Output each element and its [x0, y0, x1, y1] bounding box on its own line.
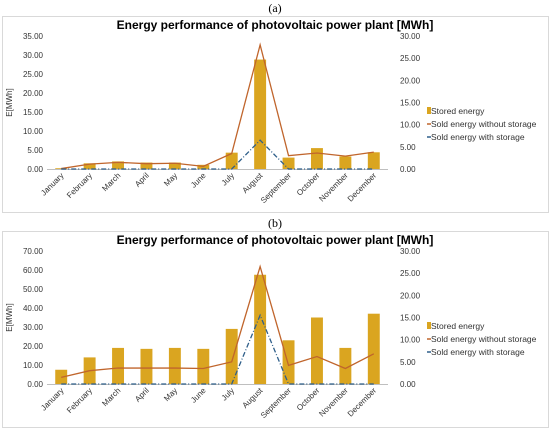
chart-b: Energy performance of photovoltaic power…: [2, 231, 549, 428]
left-tick-label: 50.00: [23, 285, 44, 294]
chart-frame: [2, 231, 549, 428]
chart-a: Energy performance of photovoltaic power…: [2, 16, 549, 213]
left-tick-label: 15.00: [23, 108, 44, 117]
left-tick-label: 20.00: [23, 342, 44, 351]
bar-stored-september: [282, 157, 295, 169]
bar-stored-august: [254, 274, 267, 384]
left-tick-label: 5.00: [27, 146, 43, 155]
chart-title: Energy performance of photovoltaic power…: [117, 18, 434, 32]
left-tick-label: 25.00: [23, 70, 44, 79]
left-tick-label: 40.00: [23, 304, 44, 313]
bar-stored-july: [225, 328, 238, 384]
right-tick-label: 30.00: [400, 247, 421, 256]
left-tick-label: 30.00: [23, 323, 44, 332]
panel-label-b: (b): [268, 216, 282, 230]
bar-stored-july: [225, 152, 238, 169]
right-tick-label: 5.00: [400, 143, 416, 152]
right-tick-label: 10.00: [400, 336, 421, 345]
line-sold-energy-with-storage: [61, 139, 374, 170]
bar-stored-december: [367, 313, 380, 384]
y-axis-label: E[MWh]: [5, 88, 14, 116]
bar-stored-august: [254, 59, 267, 170]
right-tick-label: 10.00: [400, 121, 421, 130]
left-tick-label: 35.00: [23, 32, 44, 41]
right-tick-label: 20.00: [400, 291, 421, 300]
right-tick-label: 5.00: [400, 358, 416, 367]
right-tick-label: 0.00: [400, 165, 416, 174]
y-axis-label: E[MWh]: [5, 303, 14, 331]
line-sold-energy-without-storage: [61, 42, 374, 170]
bar-stored-april: [140, 348, 153, 384]
bar-stored-may: [168, 162, 181, 169]
left-tick-label: 70.00: [23, 247, 44, 256]
left-tick-label: 60.00: [23, 266, 44, 275]
chart-title: Energy performance of photovoltaic power…: [117, 233, 434, 247]
legend-entry-sold-energy-without-storage: Sold energy without storage: [431, 334, 537, 344]
legend-entry-sold-energy-with-storage: Sold energy with storage: [431, 347, 525, 357]
legend-entry-stored-energy: Stored energy: [431, 106, 485, 116]
legend-swatch-stored: [427, 107, 431, 114]
legend-entry-stored-energy: Stored energy: [431, 321, 485, 331]
bar-stored-february: [83, 163, 96, 169]
bar-stored-november: [339, 156, 352, 169]
bar-stored-october: [310, 317, 323, 384]
bar-stored-november: [339, 347, 352, 384]
right-tick-label: 0.00: [400, 380, 416, 389]
right-tick-label: 15.00: [400, 314, 421, 323]
left-tick-label: 10.00: [23, 361, 44, 370]
line-sold-energy-with-storage: [61, 313, 374, 385]
right-tick-label: 15.00: [400, 99, 421, 108]
right-tick-label: 25.00: [400, 54, 421, 63]
bar-stored-may: [168, 347, 181, 384]
legend-entry-sold-energy-without-storage: Sold energy without storage: [431, 119, 537, 129]
bar-stored-march: [112, 347, 125, 384]
bar-stored-september: [282, 340, 295, 384]
bar-stored-december: [367, 152, 380, 169]
bar-stored-march: [112, 161, 125, 169]
bar-stored-october: [310, 148, 323, 169]
left-tick-label: 0.00: [27, 165, 43, 174]
right-tick-label: 30.00: [400, 32, 421, 41]
panel-label-a: (a): [268, 1, 282, 15]
chart-frame: [2, 16, 549, 213]
left-tick-label: 30.00: [23, 51, 44, 60]
legend-entry-sold-energy-with-storage: Sold energy with storage: [431, 132, 525, 142]
right-tick-label: 20.00: [400, 76, 421, 85]
left-tick-label: 20.00: [23, 89, 44, 98]
legend-swatch-stored: [427, 322, 431, 329]
right-tick-label: 25.00: [400, 269, 421, 278]
line-sold-energy-without-storage: [61, 264, 375, 378]
bar-stored-june: [197, 348, 210, 384]
bar-stored-april: [140, 162, 153, 169]
left-tick-label: 10.00: [23, 127, 44, 136]
left-tick-label: 0.00: [27, 380, 43, 389]
